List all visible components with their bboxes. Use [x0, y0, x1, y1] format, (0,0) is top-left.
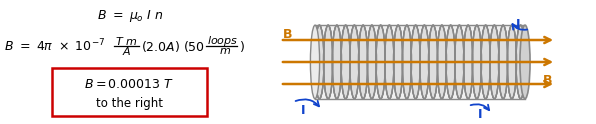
Ellipse shape — [455, 25, 464, 99]
Ellipse shape — [446, 25, 455, 99]
Ellipse shape — [341, 25, 350, 99]
Ellipse shape — [376, 25, 385, 99]
Text: $B\ =\ \mu_o\ I\ n$: $B\ =\ \mu_o\ I\ n$ — [97, 8, 163, 24]
Ellipse shape — [367, 25, 377, 99]
Text: I: I — [516, 17, 520, 31]
Ellipse shape — [520, 25, 530, 99]
Ellipse shape — [429, 25, 437, 99]
Ellipse shape — [464, 25, 473, 99]
Text: I: I — [478, 108, 482, 121]
FancyArrowPatch shape — [471, 104, 489, 110]
Bar — [52, 68, 207, 116]
Ellipse shape — [359, 25, 368, 99]
Ellipse shape — [385, 25, 394, 99]
Ellipse shape — [507, 25, 517, 99]
Text: $( 50$: $( 50$ — [183, 38, 205, 53]
Ellipse shape — [437, 25, 446, 99]
Text: $B\ =\ 4\pi\ \times\ 10^{-7}$: $B\ =\ 4\pi\ \times\ 10^{-7}$ — [4, 38, 105, 54]
Ellipse shape — [446, 25, 455, 99]
Ellipse shape — [393, 25, 403, 99]
Ellipse shape — [311, 25, 319, 99]
Ellipse shape — [516, 25, 525, 99]
Ellipse shape — [411, 25, 420, 99]
Ellipse shape — [315, 25, 324, 99]
Ellipse shape — [472, 25, 482, 99]
Ellipse shape — [350, 25, 359, 99]
Text: I: I — [301, 104, 305, 117]
Ellipse shape — [324, 25, 333, 99]
Text: B: B — [283, 28, 293, 41]
Text: $T\ m$: $T\ m$ — [115, 35, 138, 47]
FancyArrowPatch shape — [296, 99, 319, 106]
Ellipse shape — [498, 25, 508, 99]
Ellipse shape — [359, 25, 368, 99]
Ellipse shape — [315, 25, 324, 99]
Ellipse shape — [498, 25, 508, 99]
Text: B: B — [543, 74, 552, 87]
Text: to the right: to the right — [96, 97, 163, 110]
Text: $)$: $)$ — [239, 38, 245, 53]
Ellipse shape — [472, 25, 482, 99]
Ellipse shape — [490, 25, 499, 99]
Ellipse shape — [481, 25, 491, 99]
Bar — [315, 25, 525, 99]
Ellipse shape — [464, 25, 473, 99]
Ellipse shape — [333, 25, 342, 99]
Ellipse shape — [324, 25, 333, 99]
Ellipse shape — [455, 25, 464, 99]
Ellipse shape — [402, 25, 411, 99]
Ellipse shape — [402, 25, 411, 99]
Ellipse shape — [481, 25, 491, 99]
Text: $B = 0.00013\ T$: $B = 0.00013\ T$ — [85, 78, 175, 91]
Ellipse shape — [341, 25, 350, 99]
Ellipse shape — [385, 25, 394, 99]
Ellipse shape — [367, 25, 377, 99]
Ellipse shape — [350, 25, 359, 99]
Ellipse shape — [507, 25, 517, 99]
Ellipse shape — [420, 25, 429, 99]
Ellipse shape — [437, 25, 446, 99]
Ellipse shape — [333, 25, 342, 99]
Text: $loops$: $loops$ — [207, 34, 238, 48]
Ellipse shape — [376, 25, 385, 99]
Ellipse shape — [411, 25, 420, 99]
FancyArrowPatch shape — [513, 24, 527, 30]
Ellipse shape — [420, 25, 429, 99]
Text: $(2.0A)$: $(2.0A)$ — [141, 38, 180, 53]
Ellipse shape — [490, 25, 499, 99]
Ellipse shape — [516, 25, 525, 99]
Ellipse shape — [429, 25, 437, 99]
Ellipse shape — [393, 25, 403, 99]
Text: $A$: $A$ — [122, 45, 132, 57]
Text: $m$: $m$ — [219, 46, 231, 56]
